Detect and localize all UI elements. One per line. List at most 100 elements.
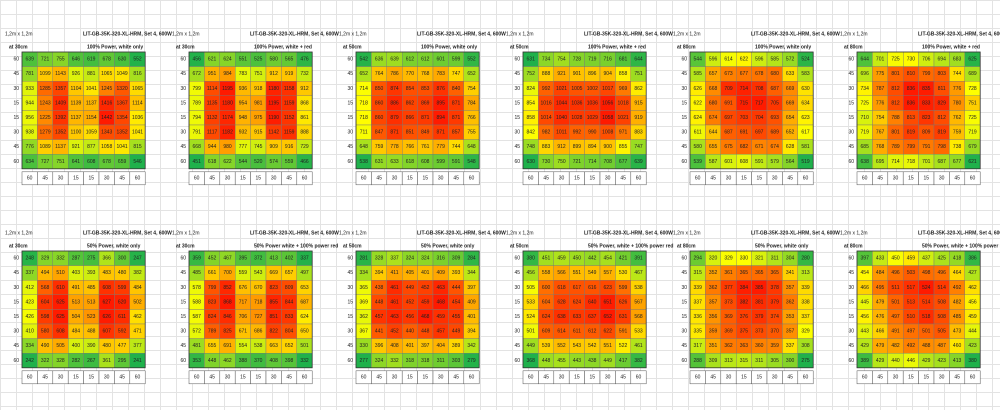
cell-value: 1041 xyxy=(117,144,128,150)
cell-value: 542 xyxy=(360,57,369,63)
row-label: 30 xyxy=(180,329,186,335)
cell-value: 762 xyxy=(953,115,962,121)
cell-value: 275 xyxy=(801,358,810,364)
cell-value: 565 xyxy=(285,57,294,63)
cell-value: 912 xyxy=(270,71,279,77)
cell-value: 669 xyxy=(270,270,279,276)
cell-value: 980 xyxy=(223,144,232,150)
cell-value: 646 xyxy=(72,57,81,63)
cell-value: 303 xyxy=(452,358,461,364)
cell-value: 938 xyxy=(26,130,35,136)
cell-value: 708 xyxy=(755,86,764,92)
cell-value: 365 xyxy=(771,270,780,276)
cell-value: 744 xyxy=(452,144,461,150)
col-label: 30 xyxy=(392,375,398,381)
cell-value: 513 xyxy=(907,299,916,305)
col-label: 30 xyxy=(726,176,732,182)
cell-value: 437 xyxy=(922,256,931,262)
cell-value: 456 xyxy=(193,57,202,63)
cell-value: 780 xyxy=(953,100,962,106)
cell-value: 376 xyxy=(740,314,749,320)
cell-value: 501 xyxy=(527,329,536,335)
row-label: 15 xyxy=(514,100,520,106)
cell-value: 429 xyxy=(876,358,885,364)
row-label: 15 xyxy=(681,100,687,106)
cell-value: 491 xyxy=(891,329,900,335)
cell-value: 677 xyxy=(619,159,628,165)
cell-value: 869 xyxy=(421,100,430,106)
cell-value: 725 xyxy=(861,100,870,106)
cell-value: 640 xyxy=(588,299,597,305)
panel-title: LIT-GB-35K-320-XL-HRM, Set 4, 600W xyxy=(417,31,506,37)
cell-value: 1132 xyxy=(207,115,218,121)
cell-value: 799 xyxy=(193,86,202,92)
cell-value: 855 xyxy=(619,144,628,150)
cell-value: 612 xyxy=(406,57,415,63)
cell-value: 473 xyxy=(953,329,962,335)
cell-value: 596 xyxy=(709,57,718,63)
cell-value: 725 xyxy=(891,57,900,63)
cell-value: 462 xyxy=(968,285,977,291)
cell-value: 429 xyxy=(861,343,870,349)
cell-value: 445 xyxy=(861,299,870,305)
cell-value: 484 xyxy=(876,270,885,276)
cell-value: 709 xyxy=(724,86,733,92)
cell-value: 418 xyxy=(953,256,962,262)
cell-value: 467 xyxy=(634,270,643,276)
cell-value: 359 xyxy=(709,329,718,335)
row-label: 60 xyxy=(514,57,520,63)
cell-value: 295 xyxy=(118,358,127,364)
col-label: 15 xyxy=(423,176,429,182)
cell-value: 423 xyxy=(26,299,35,305)
cell-value: 476 xyxy=(876,314,885,320)
cell-value: 538 xyxy=(634,285,643,291)
cell-value: 836 xyxy=(907,100,916,106)
row-label: 45 xyxy=(848,71,854,77)
cell-value: 1056 xyxy=(602,100,613,106)
row-label: 15 xyxy=(180,299,186,305)
cell-value: 294 xyxy=(694,256,703,262)
cell-value: 448 xyxy=(542,358,551,364)
cell-value: 608 xyxy=(56,329,65,335)
row-label: 15 xyxy=(848,299,854,305)
cell-value: 459 xyxy=(968,314,977,320)
row-label: 60 xyxy=(13,256,19,262)
panel-title: LIT-GB-35K-320-XL-HRM, Set 4, 600W xyxy=(751,31,840,37)
cell-value: 620 xyxy=(118,299,127,305)
mode-label: 50% Power, white only xyxy=(87,243,141,249)
cell-value: 752 xyxy=(527,71,536,77)
row-label: 15 xyxy=(180,314,186,320)
col-label: 60 xyxy=(135,375,141,381)
cell-value: 1343 xyxy=(101,130,112,136)
cell-value: 727 xyxy=(41,159,50,165)
row-label: 45 xyxy=(347,343,353,349)
size-label: 1,2m x 1,2m xyxy=(339,31,367,37)
cell-value: 1014 xyxy=(541,115,552,121)
cell-value: 601 xyxy=(724,159,733,165)
cell-value: 677 xyxy=(953,159,962,165)
cell-value: 247 xyxy=(133,256,142,262)
cell-value: 318 xyxy=(406,358,415,364)
cell-value: 1159 xyxy=(284,130,295,136)
cell-value: 871 xyxy=(421,115,430,121)
cell-value: 362 xyxy=(360,314,369,320)
col-label: 45 xyxy=(453,375,459,381)
cell-value: 895 xyxy=(437,100,446,106)
col-label: 45 xyxy=(954,375,960,381)
cell-value: 1036 xyxy=(587,100,598,106)
cell-value: 696 xyxy=(861,71,870,77)
cell-value: 791 xyxy=(922,144,931,150)
row-label: 45 xyxy=(681,71,687,77)
cell-value: 829 xyxy=(938,100,947,106)
cell-value: 670 xyxy=(254,285,263,291)
cell-value: 1320 xyxy=(117,86,128,92)
cell-value: 363 xyxy=(740,343,749,349)
cell-value: 874 xyxy=(390,86,399,92)
row-label: 60 xyxy=(848,57,854,63)
cell-value: 687 xyxy=(300,299,309,305)
cell-value: 728 xyxy=(573,57,582,63)
cell-value: 944 xyxy=(208,144,217,150)
cell-value: 721 xyxy=(41,57,50,63)
row-label: 15 xyxy=(13,314,19,320)
cell-value: 676 xyxy=(239,285,248,291)
